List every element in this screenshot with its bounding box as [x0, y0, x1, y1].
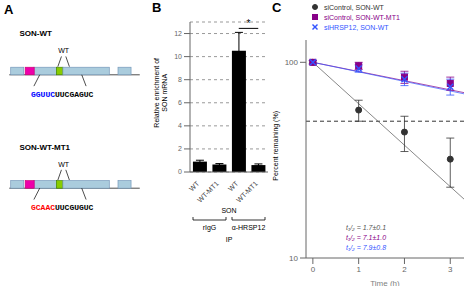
html-text:t₁/₂ = 1.7±0.1: t₁/₂ = 1.7±0.1 [346, 224, 387, 231]
html-text:siControl, SON-WT-MT1: siControl, SON-WT-MT1 [324, 13, 400, 21]
svg-text:0: 0 [311, 265, 316, 274]
svg-text:2: 2 [402, 265, 407, 274]
svg-text:WT: WT [188, 179, 201, 192]
svg-text:WT: WT [227, 179, 240, 192]
svg-text:SON-WT-MT1: SON-WT-MT1 [19, 143, 70, 152]
svg-text:WT-MT1: WT-MT1 [196, 180, 220, 204]
svg-text:WT-MT1: WT-MT1 [235, 180, 259, 204]
svg-text:GCAACUUCGUGUC: GCAACUUCGUGUC [31, 203, 94, 212]
html-text:B: B [152, 0, 162, 15]
html-text:Percent remaining (%): Percent remaining (%) [272, 111, 279, 181]
svg-text:WT: WT [58, 47, 70, 54]
svg-text:3: 3 [448, 265, 453, 274]
svg-text:0: 0 [178, 168, 182, 175]
svg-text:SON: SON [221, 207, 236, 214]
svg-text:100: 100 [285, 58, 299, 67]
svg-text:GGUUCUUCGAGUC: GGUUCUUCGAGUC [31, 90, 94, 99]
svg-text:10: 10 [174, 53, 182, 60]
svg-text:Time (h): Time (h) [370, 279, 400, 286]
html-text:siHRSP12, SON-WT: siHRSP12, SON-WT [324, 23, 389, 31]
svg-text:SON-WT: SON-WT [19, 29, 52, 38]
svg-text:10: 10 [289, 254, 298, 263]
svg-text:4: 4 [178, 122, 182, 129]
svg-text:12: 12 [174, 30, 182, 37]
html-text:Relative enrichment of SON mRN: Relative enrichment of SON mRNA [153, 58, 168, 128]
svg-text:α-HRSP12: α-HRSP12 [232, 224, 266, 231]
svg-text:rIgG: rIgG [203, 224, 217, 232]
html-text:C: C [272, 0, 282, 15]
svg-text:IP: IP [226, 236, 233, 243]
svg-text:2: 2 [178, 145, 182, 152]
svg-text:A: A [8, 2, 14, 17]
svg-text:6: 6 [178, 99, 182, 106]
svg-text:WT: WT [58, 161, 70, 168]
svg-text:1: 1 [356, 265, 361, 274]
html-text:t₁/₂ = 7.1±1.0: t₁/₂ = 7.1±1.0 [346, 234, 387, 241]
html-text:t₁/₂ = 7.9±0.8: t₁/₂ = 7.9±0.8 [346, 244, 387, 251]
svg-text:*: * [247, 18, 251, 29]
svg-text:8: 8 [178, 76, 182, 83]
html-text:siControl, SON-WT: siControl, SON-WT [324, 3, 384, 11]
